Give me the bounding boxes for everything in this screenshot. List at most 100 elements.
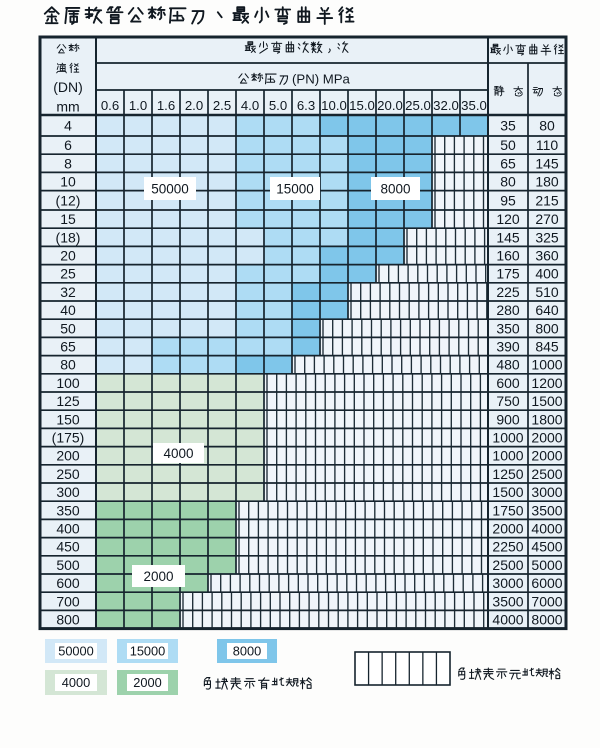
svg-text:845: 845	[535, 339, 559, 355]
svg-text:120: 120	[496, 211, 520, 227]
svg-text:700: 700	[56, 593, 80, 609]
svg-text:280: 280	[496, 302, 520, 318]
svg-text:mm: mm	[56, 99, 79, 115]
svg-text:6000: 6000	[531, 575, 562, 591]
svg-text:4000: 4000	[62, 675, 90, 690]
svg-text:450: 450	[56, 539, 80, 555]
svg-text:50: 50	[500, 137, 516, 153]
svg-text:250: 250	[56, 466, 80, 482]
svg-text:8000: 8000	[380, 181, 410, 196]
svg-text:225: 225	[496, 284, 520, 300]
svg-text:300: 300	[56, 484, 80, 500]
svg-text:125: 125	[56, 393, 80, 409]
svg-text:900: 900	[496, 411, 520, 427]
svg-text:2.5: 2.5	[213, 98, 231, 113]
svg-text:510: 510	[535, 284, 559, 300]
svg-text:(18): (18)	[56, 229, 81, 245]
svg-text:110: 110	[536, 137, 559, 153]
svg-text:65: 65	[500, 155, 516, 171]
svg-text:8000: 8000	[233, 644, 261, 659]
svg-text:5000: 5000	[531, 557, 562, 573]
svg-text:480: 480	[496, 357, 520, 373]
svg-text:145: 145	[535, 155, 559, 171]
svg-text:3500: 3500	[531, 502, 562, 518]
svg-text:400: 400	[56, 521, 80, 537]
svg-text:2000: 2000	[531, 430, 562, 446]
svg-text:270: 270	[535, 211, 559, 227]
svg-text:2500: 2500	[531, 466, 562, 482]
svg-text:(DN): (DN)	[53, 79, 83, 95]
svg-text:2250: 2250	[492, 539, 523, 555]
svg-text:32.0: 32.0	[433, 98, 459, 113]
svg-text:2000: 2000	[492, 521, 523, 537]
svg-text:1200: 1200	[531, 375, 562, 391]
svg-text:50: 50	[60, 320, 76, 336]
svg-text:25.0: 25.0	[405, 98, 431, 113]
svg-text:145: 145	[496, 229, 520, 245]
svg-text:1000: 1000	[492, 430, 523, 446]
svg-text:20.0: 20.0	[377, 98, 403, 113]
svg-text:1250: 1250	[492, 466, 523, 482]
svg-text:50000: 50000	[151, 181, 189, 196]
svg-text:(175): (175)	[52, 430, 85, 446]
svg-text:95: 95	[500, 192, 516, 208]
svg-text:2500: 2500	[492, 557, 523, 573]
svg-text:3000: 3000	[492, 575, 523, 591]
svg-text:0.6: 0.6	[101, 98, 119, 113]
svg-text:1500: 1500	[492, 484, 523, 500]
svg-text:800: 800	[56, 612, 80, 628]
svg-text:4000: 4000	[531, 521, 562, 537]
svg-text:1500: 1500	[531, 393, 562, 409]
svg-text:640: 640	[535, 302, 559, 318]
svg-text:325: 325	[535, 229, 559, 245]
svg-text:80: 80	[60, 357, 76, 373]
svg-text:6.3: 6.3	[297, 98, 315, 113]
svg-text:15000: 15000	[130, 644, 166, 659]
svg-text:1800: 1800	[531, 411, 562, 427]
svg-text:5.0: 5.0	[269, 98, 287, 113]
svg-text:2000: 2000	[133, 675, 161, 690]
svg-text:1750: 1750	[492, 502, 523, 518]
svg-text:40: 40	[60, 302, 76, 318]
svg-text:4000: 4000	[492, 612, 523, 628]
svg-text:80: 80	[500, 174, 516, 190]
svg-text:15: 15	[60, 211, 76, 227]
svg-text:7000: 7000	[531, 593, 562, 609]
svg-text:500: 500	[56, 557, 80, 573]
svg-text:3500: 3500	[492, 593, 523, 609]
svg-text:175: 175	[496, 266, 520, 282]
svg-text:4.0: 4.0	[241, 98, 259, 113]
svg-text:4: 4	[64, 118, 72, 134]
svg-text:1.6: 1.6	[157, 98, 175, 113]
svg-text:800: 800	[535, 320, 559, 336]
svg-text:50000: 50000	[58, 644, 94, 659]
svg-text:80: 80	[539, 118, 555, 134]
svg-text:10.0: 10.0	[321, 98, 347, 113]
svg-text:350: 350	[496, 320, 520, 336]
svg-text:4000: 4000	[163, 446, 193, 461]
svg-text:10: 10	[60, 174, 76, 190]
svg-text:2000: 2000	[531, 448, 562, 464]
svg-text:600: 600	[56, 575, 80, 591]
svg-text:2000: 2000	[143, 569, 173, 584]
svg-text:35: 35	[500, 118, 516, 134]
svg-text:3000: 3000	[531, 484, 562, 500]
svg-text:20: 20	[60, 248, 76, 264]
svg-text:6: 6	[64, 137, 72, 153]
svg-text:4500: 4500	[531, 539, 562, 555]
svg-text:35.0: 35.0	[461, 98, 487, 113]
svg-text:1.0: 1.0	[129, 98, 147, 113]
svg-text:600: 600	[496, 375, 520, 391]
svg-text:(PN) MPa: (PN) MPa	[292, 72, 351, 87]
svg-text:2.0: 2.0	[185, 98, 203, 113]
svg-text:15000: 15000	[276, 181, 314, 196]
svg-text:15.0: 15.0	[349, 98, 375, 113]
svg-text:160: 160	[496, 248, 520, 264]
svg-text:32: 32	[60, 284, 76, 300]
svg-text:1000: 1000	[492, 448, 523, 464]
svg-text:100: 100	[56, 375, 80, 391]
svg-text:215: 215	[535, 192, 559, 208]
svg-text:(12): (12)	[56, 192, 81, 208]
svg-text:150: 150	[56, 411, 80, 427]
svg-text:1000: 1000	[531, 357, 562, 373]
